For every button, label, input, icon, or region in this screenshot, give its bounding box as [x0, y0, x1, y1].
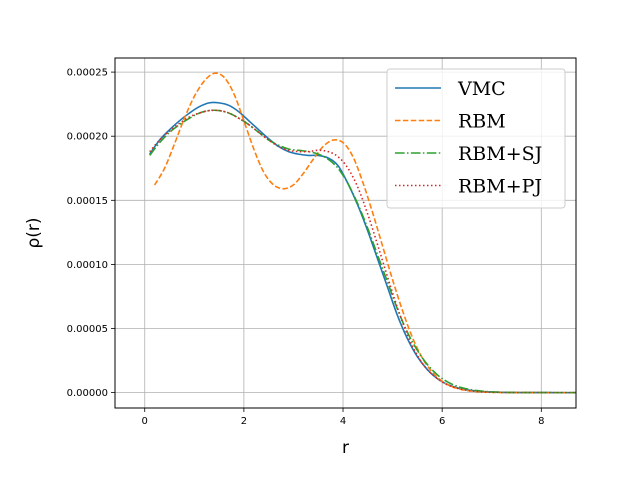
- legend-label: RBM+PJ: [458, 176, 542, 198]
- series-line-rbm-pj: [149, 109, 576, 394]
- y-tick-label: 0.00025: [67, 68, 108, 79]
- x-tick-label: 2: [241, 416, 247, 427]
- x-tick-label: 6: [439, 416, 445, 427]
- legend-label: RBM: [458, 111, 506, 133]
- x-tick-label: 0: [142, 416, 148, 427]
- plot-frame: [114, 57, 577, 409]
- legend-label: VMC: [457, 78, 506, 100]
- x-tick-label: 8: [538, 416, 544, 427]
- y-axis-label: ρ(r): [24, 217, 44, 248]
- y-tick-label: 0.00005: [67, 324, 108, 335]
- legend: VMC RBM RBM+SJ RBM+PJ: [386, 68, 566, 209]
- axis-ticks: 0 2 4 6 8 0.00000 0.00005 0.00010 0.00015 0.00020…: [67, 68, 545, 427]
- x-axis-label: r: [342, 438, 349, 458]
- y-tick-label: 0.00015: [67, 196, 108, 207]
- legend-label: RBM+SJ: [458, 143, 542, 165]
- y-tick-label: 0.00000: [67, 388, 108, 399]
- x-tick-label: 4: [340, 416, 346, 427]
- legend-box: [386, 68, 566, 209]
- plot-lines: [149, 72, 576, 394]
- y-tick-label: 0.00020: [67, 132, 108, 143]
- y-tick-label: 0.00010: [67, 260, 108, 271]
